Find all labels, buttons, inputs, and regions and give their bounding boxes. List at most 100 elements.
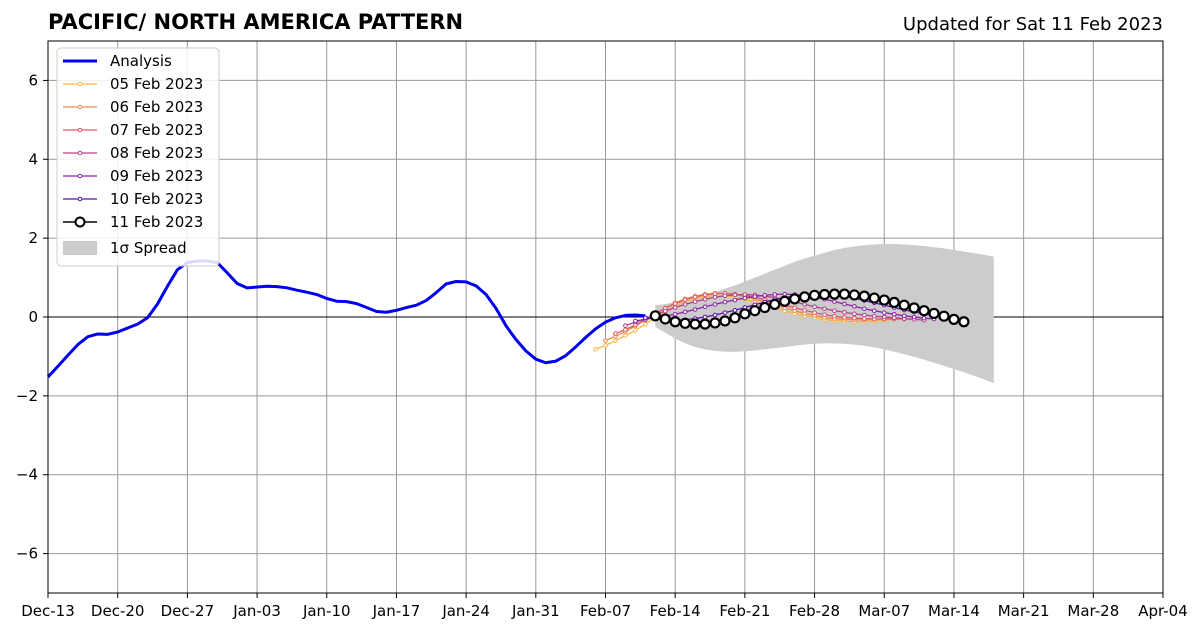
forecast-marker	[682, 297, 688, 302]
y-tick-label: 6	[28, 71, 38, 89]
x-tick-label: Mar-07	[858, 602, 910, 620]
forecast-marker	[689, 318, 701, 330]
forecast-marker	[901, 313, 907, 319]
chart-title: PACIFIC/ NORTH AMERICA PATTERN	[48, 10, 463, 34]
forecast-marker	[908, 302, 920, 314]
forecast-marker	[659, 313, 671, 325]
y-tick-label: 2	[28, 229, 38, 247]
forecast-marker	[692, 299, 698, 304]
forecast-marker	[812, 304, 817, 310]
x-tick-label: Mar-28	[1067, 602, 1119, 620]
forecast-marker	[842, 301, 847, 307]
x-tick-label: Feb-28	[789, 602, 840, 620]
legend-swatch-marker	[77, 104, 83, 110]
forecast-marker	[948, 313, 960, 325]
forecast-marker	[818, 288, 831, 301]
forecast-marker	[682, 309, 688, 315]
axis-ticks: Dec-13 Dec-20 Dec-27 Jan-03 Jan-10 Jan-17 Jan-…	[16, 71, 1188, 620]
forecast-marker	[623, 333, 628, 338]
forecast-marker	[852, 304, 857, 309]
legend-swatch-marker	[74, 216, 86, 228]
forecast-marker	[762, 293, 768, 298]
forecast-marker	[709, 317, 721, 329]
forecast-marker	[749, 305, 761, 317]
forecast-marker	[881, 314, 887, 320]
forecast-marker	[852, 315, 857, 321]
forecast-marker	[888, 296, 900, 309]
forecast-marker	[643, 321, 648, 327]
forecast-marker	[898, 299, 910, 311]
forecast-marker	[828, 288, 841, 300]
x-tick-label: Feb-14	[650, 602, 701, 620]
legend-label: 09 Feb 2023	[110, 167, 203, 185]
legend-label: 08 Feb 2023	[110, 144, 203, 162]
x-tick-label: Mar-21	[998, 602, 1050, 620]
forecast-marker	[871, 313, 877, 319]
forecast-marker	[792, 305, 797, 311]
legend-swatch-marker	[77, 150, 83, 156]
forecast-marker	[729, 312, 741, 324]
forecast-marker	[779, 295, 791, 307]
forecast-marker	[848, 289, 860, 301]
legend-swatch-spread	[63, 241, 97, 255]
y-tick-label: −6	[16, 545, 38, 563]
x-tick-label: Jan-31	[511, 602, 560, 620]
forecast-marker	[722, 299, 728, 305]
x-tick-label: Jan-17	[372, 602, 421, 620]
legend-label: 05 Feb 2023	[110, 75, 203, 93]
forecast-marker	[593, 347, 598, 352]
forecast-marker	[633, 328, 638, 333]
legend-label: Analysis	[110, 52, 172, 70]
forecast-marker	[938, 310, 950, 322]
forecast-marker	[881, 310, 887, 315]
x-tick-label: Jan-24	[441, 602, 490, 620]
forecast-marker	[822, 312, 827, 317]
forecast-marker	[808, 289, 821, 301]
y-tick-label: −4	[16, 466, 38, 484]
forecast-marker	[679, 317, 691, 329]
forecast-marker	[842, 309, 847, 315]
legend-label: 07 Feb 2023	[110, 121, 203, 139]
legend-swatch-marker	[77, 196, 83, 202]
forecast-marker	[702, 296, 708, 302]
legend-swatch-marker	[77, 81, 83, 87]
forecast-marker	[672, 305, 678, 310]
x-tick-label: Dec-13	[21, 602, 75, 620]
analysis-line	[46, 259, 646, 378]
forecast-marker	[732, 297, 738, 303]
forecast-marker	[759, 301, 771, 314]
forecast-marker	[769, 298, 781, 310]
legend: Analysis 05 Feb 2023 06 Feb 2023 07 Feb 202…	[56, 47, 220, 267]
forecast-marker	[742, 295, 748, 301]
x-tick-label: Jan-03	[232, 602, 281, 620]
legend-label: 06 Feb 2023	[110, 98, 203, 116]
legend-label: 11 Feb 2023	[110, 213, 203, 231]
forecast-marker	[692, 307, 698, 312]
forecast-marker	[858, 290, 870, 302]
forecast-marker	[699, 318, 711, 330]
forecast-marker	[868, 292, 880, 304]
legend-box	[56, 47, 220, 267]
series-layer	[46, 259, 970, 378]
legend-swatch-marker	[77, 127, 83, 133]
forecast-marker	[712, 302, 718, 307]
forecast-marker	[732, 292, 738, 298]
forecast-marker	[928, 307, 940, 320]
x-tick-label: Feb-07	[580, 602, 631, 620]
forecast-marker	[623, 327, 628, 332]
forecast-marker	[722, 310, 728, 315]
forecast-marker	[789, 293, 801, 305]
forecast-marker	[871, 308, 877, 313]
forecast-marker	[643, 315, 648, 321]
legend-label: 1σ Spread	[110, 239, 187, 257]
forecast-marker	[672, 301, 678, 306]
forecast-marker	[692, 294, 698, 300]
forecast-marker	[752, 294, 758, 299]
forecast-marker	[712, 312, 718, 318]
forecast-marker	[802, 302, 807, 307]
forecast-marker	[832, 308, 837, 313]
forecast-marker	[832, 299, 837, 304]
x-tick-label: Dec-20	[91, 602, 145, 620]
chart-subtitle: Updated for Sat 11 Feb 2023	[903, 14, 1163, 35]
